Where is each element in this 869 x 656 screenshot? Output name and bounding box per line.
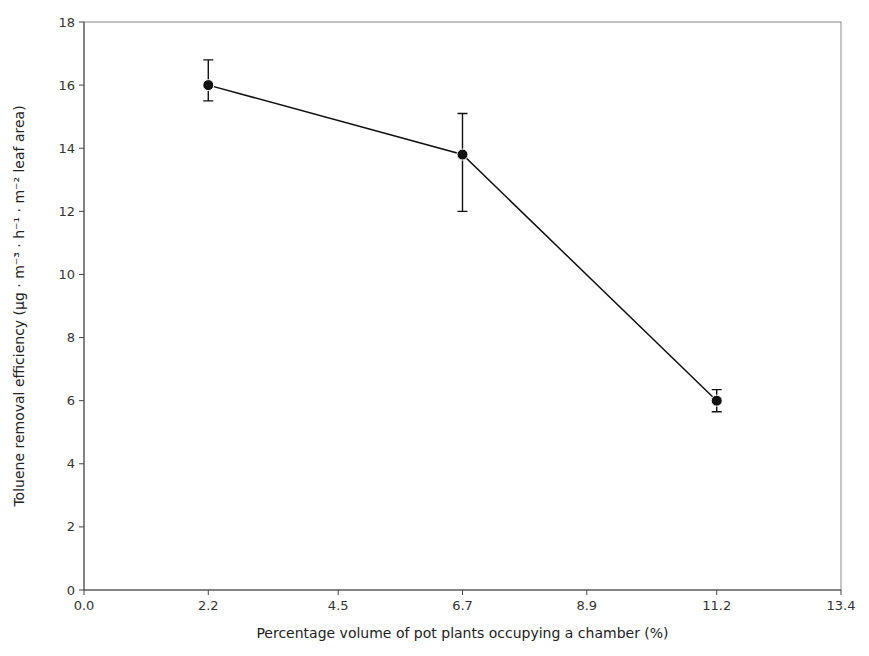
error-bar-path [458,114,468,212]
chart: 0.0 2.2 4.5 6.7 8.9 11.2 13.4 0 2 4 6 8 10 12 14 16 18 Pe… [0,0,869,656]
y-tick [79,85,84,86]
data-point [457,149,468,160]
y-tick-label: 8 [67,330,75,345]
error-bar [458,114,468,212]
y-tick [79,400,84,401]
x-tick [586,590,587,595]
y-tick-label: 16 [58,78,75,93]
x-tick [84,590,85,595]
error-bar-path [712,390,722,412]
y-tick [79,22,84,23]
error-bar-path [203,60,213,101]
x-axis-label: Percentage volume of pot plants occupyin… [256,625,668,641]
y-tick-label: 0 [67,583,75,598]
x-tick-label: 6.7 [452,598,473,613]
y-tick [79,590,84,591]
y-tick-label: 6 [67,393,75,408]
x-tick-label: 11.2 [702,598,731,613]
x-tick [841,590,842,595]
x-tick [716,590,717,595]
y-tick [79,148,84,149]
series-line [208,85,716,401]
plot-area [203,60,722,412]
y-tick-label: 4 [67,456,75,471]
y-tick [79,211,84,212]
y-axis-line [84,22,85,590]
y-tick-label: 10 [58,267,75,282]
x-tick-label: 2.2 [198,598,219,613]
x-tick [338,590,339,595]
y-tick [79,274,84,275]
x-axis-line [84,590,841,591]
x-tick [208,590,209,595]
data-point [711,395,722,406]
y-tick [79,526,84,527]
data-point [203,80,214,91]
plot-frame [84,22,841,590]
y-tick-label: 12 [58,204,75,219]
chart-container: 0.0 2.2 4.5 6.7 8.9 11.2 13.4 0 2 4 6 8 10 12 14 16 18 Pe… [0,0,869,656]
x-tick-label: 8.9 [576,598,597,613]
y-tick-label: 2 [67,519,75,534]
error-bar [203,60,213,101]
x-axis: 0.0 2.2 4.5 6.7 8.9 11.2 13.4 [74,590,856,613]
x-tick-label: 0.0 [74,598,95,613]
x-tick-label: 13.4 [827,598,856,613]
error-bar [712,390,722,412]
y-tick [79,337,84,338]
x-tick [462,590,463,595]
y-axis-label: Toluene removal efficiency (μg · m⁻³ · h… [11,105,27,507]
x-tick-label: 4.5 [328,598,349,613]
y-axis: 0 2 4 6 8 10 12 14 16 18 [58,15,84,598]
y-tick [79,463,84,464]
y-tick-label: 14 [58,141,75,156]
y-tick-label: 18 [58,15,75,30]
